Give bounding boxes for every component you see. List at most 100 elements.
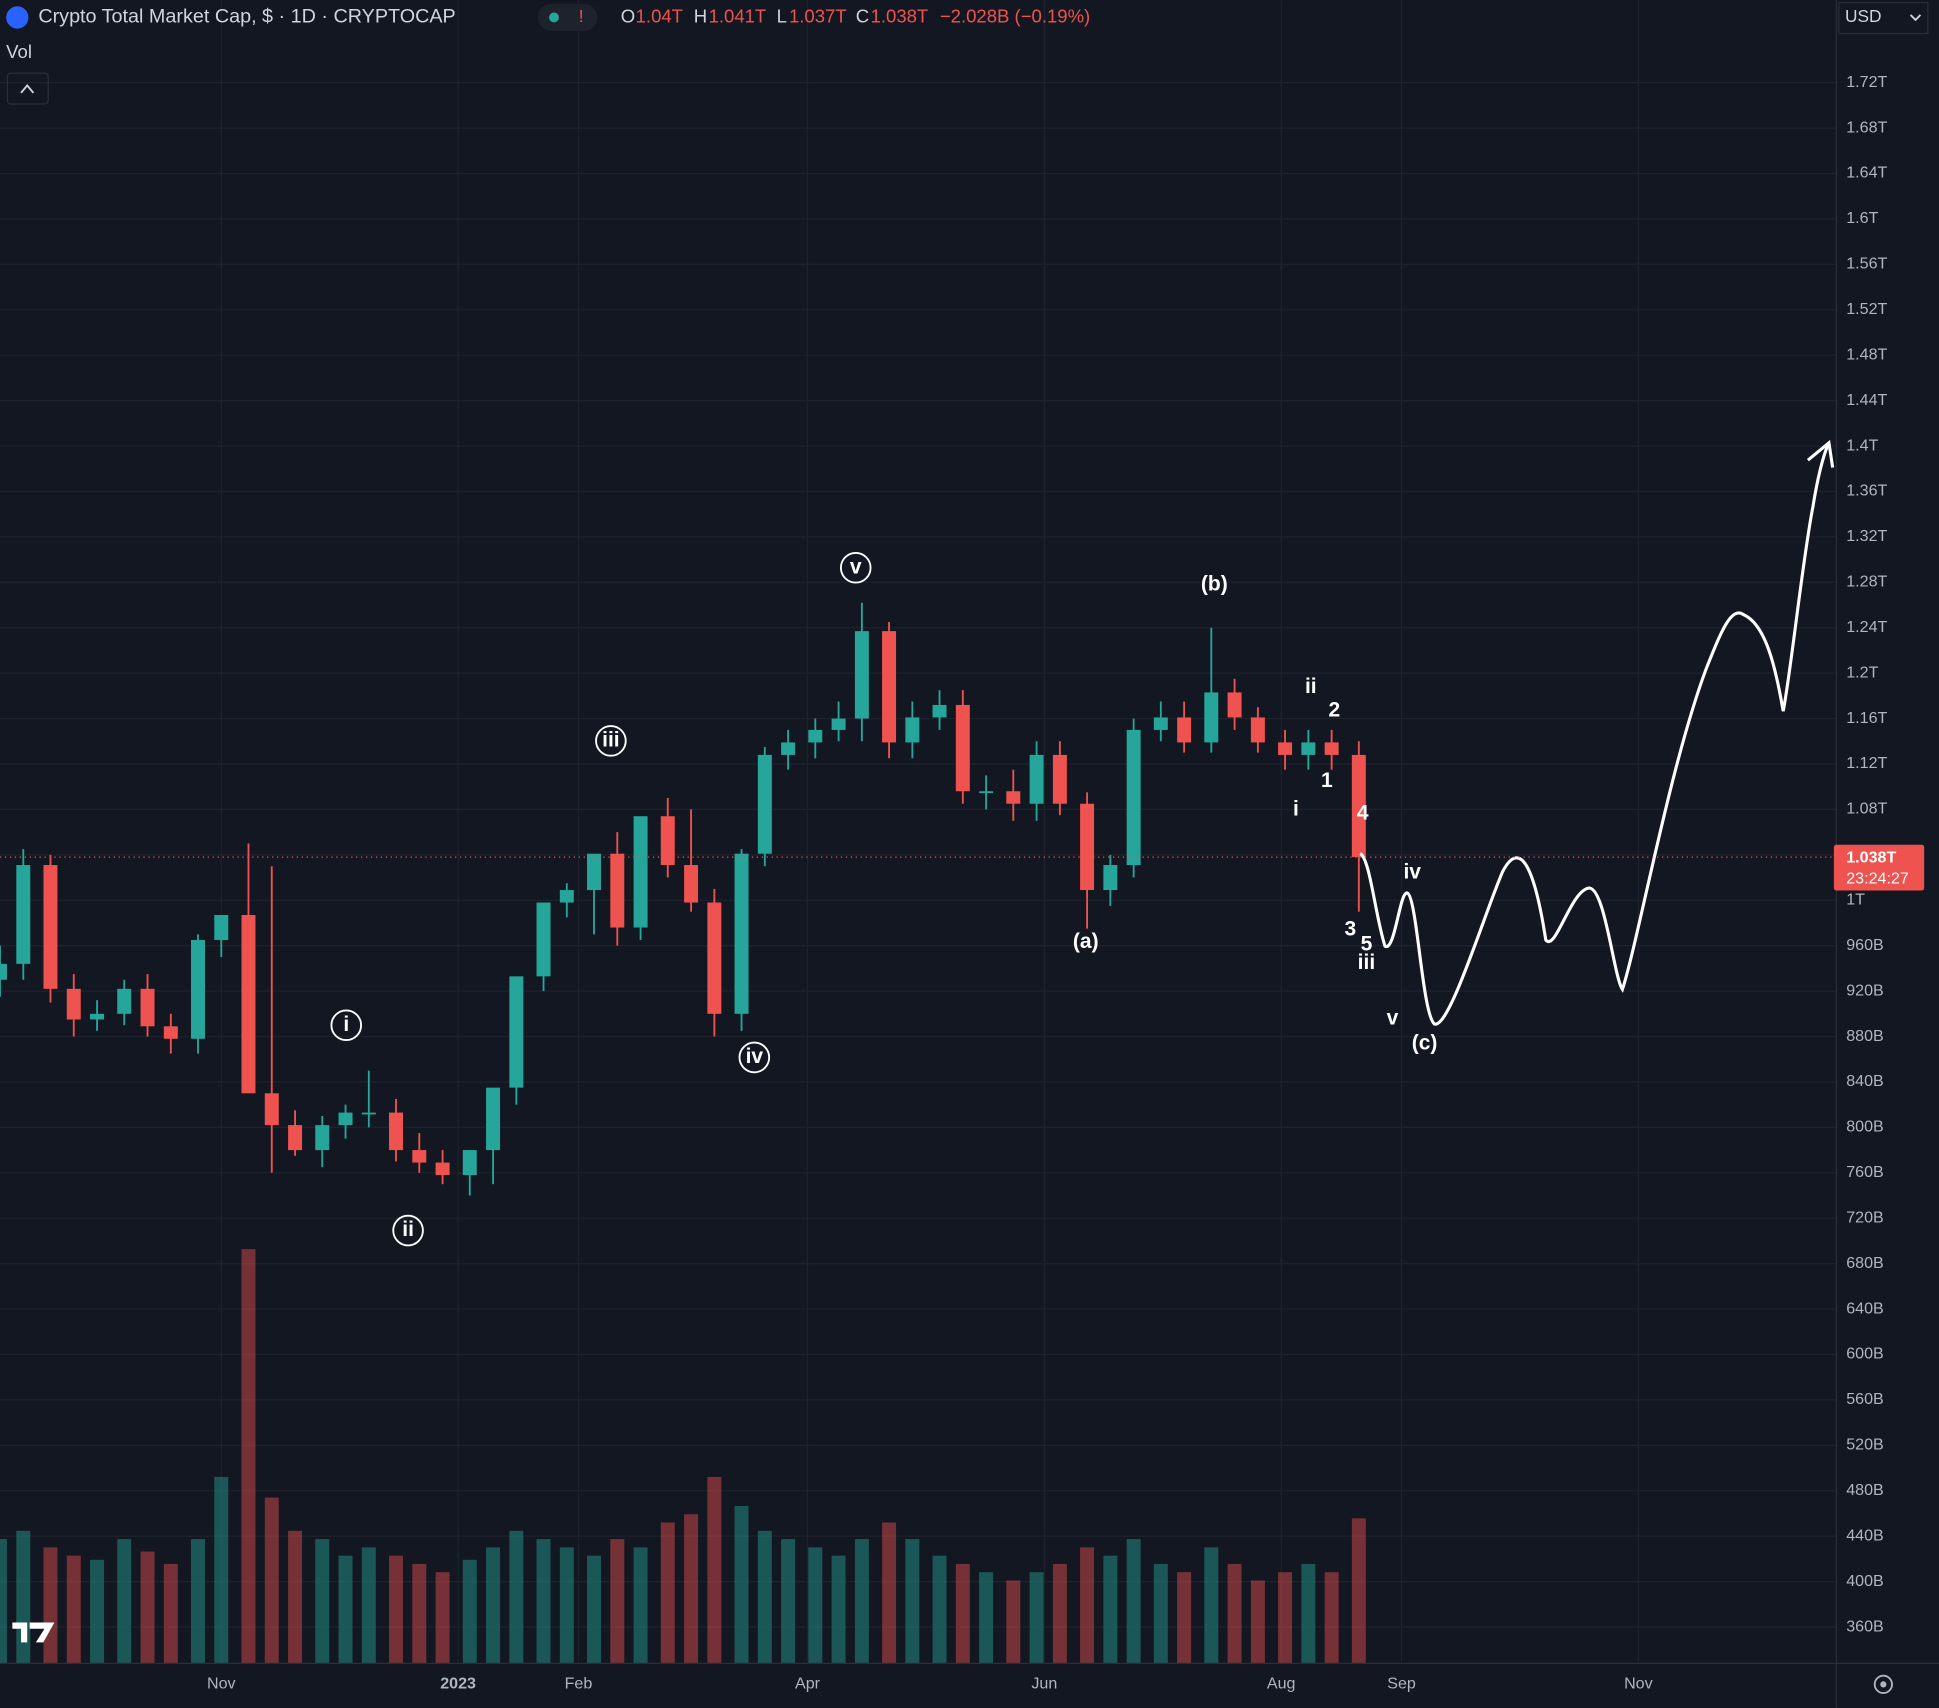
candle-body <box>1080 803 1095 891</box>
close-value: 1.038T <box>871 5 929 26</box>
candle-body <box>734 853 749 1014</box>
volume-bar <box>979 1572 994 1664</box>
candle-body <box>955 704 970 792</box>
wave-label: i <box>1293 798 1299 821</box>
y-tick-label: 1.56T <box>1846 255 1887 273</box>
volume-bar <box>1052 1563 1067 1664</box>
volume-bar <box>191 1539 205 1664</box>
candle-body <box>66 988 81 1020</box>
volume-bar <box>1227 1563 1242 1664</box>
volume-bar <box>559 1547 574 1664</box>
grid <box>0 0 1837 1664</box>
volume-bar <box>241 1249 256 1664</box>
candle-body <box>191 940 205 1039</box>
volume-bar <box>435 1572 450 1664</box>
wave-label: ii <box>1305 675 1317 698</box>
candle-body <box>1301 742 1316 755</box>
y-tick-label: 400B <box>1846 1572 1884 1590</box>
y-tick-label: 920B <box>1846 981 1884 999</box>
low-value: 1.037T <box>789 5 847 26</box>
y-tick-label: 520B <box>1846 1436 1884 1454</box>
wave-label: 4 <box>1357 801 1369 824</box>
y-tick-label: 760B <box>1846 1163 1884 1181</box>
volume-bar <box>264 1497 279 1664</box>
volume-bar <box>610 1539 625 1664</box>
candle-body <box>633 816 648 928</box>
candle-body <box>1029 754 1044 804</box>
volume-bar <box>905 1539 920 1664</box>
volume-bar <box>66 1555 81 1664</box>
volume-bar <box>1324 1572 1339 1664</box>
forecast-arrowhead <box>1806 439 1835 468</box>
wave-label: (b) <box>1201 573 1228 596</box>
volume-bar <box>854 1539 869 1664</box>
logo <box>12 1622 55 1643</box>
y-tick-label: 800B <box>1846 1118 1884 1136</box>
candle-body <box>905 717 920 743</box>
volume-bar <box>1080 1547 1095 1664</box>
wave-circle <box>738 1041 771 1074</box>
candle-body <box>288 1125 303 1151</box>
volume-bar <box>882 1522 897 1664</box>
wave-label: iii <box>1358 951 1376 974</box>
candle-body <box>90 1013 105 1020</box>
wave-label: 1 <box>1321 769 1333 792</box>
collapse-icon <box>20 83 35 94</box>
volume-bar <box>660 1522 675 1664</box>
x-tick-label: Sep <box>1387 1675 1416 1693</box>
volume-bar <box>16 1530 31 1664</box>
y-tick-label: 1.36T <box>1846 482 1887 500</box>
candle-body <box>0 963 7 980</box>
candle-body <box>932 704 947 718</box>
status-pill <box>537 3 598 32</box>
volume-bar <box>1029 1572 1044 1664</box>
y-tick-label: 1.32T <box>1846 527 1887 545</box>
currency-caret <box>1909 14 1922 22</box>
wave-label: ii <box>402 1218 414 1241</box>
volume <box>0 1249 1366 1664</box>
volume-bar <box>1301 1563 1316 1664</box>
volume-bar <box>117 1539 132 1664</box>
volume-bar <box>707 1476 722 1664</box>
candle-body <box>587 853 601 891</box>
candle-body <box>684 865 699 903</box>
candle-body <box>264 1093 279 1126</box>
y-tick-label: 680B <box>1846 1254 1884 1272</box>
volume-bar <box>90 1559 105 1664</box>
wave-circle <box>839 551 872 584</box>
settings-icon[interactable] <box>1873 1674 1893 1694</box>
volume-bar <box>412 1563 427 1664</box>
collapse-button[interactable] <box>6 72 49 105</box>
axes: 360B 400B 440B 480B 520B 560B 600B 640B 680B 720B… <box>0 73 1925 1693</box>
volume-bar <box>808 1547 823 1664</box>
candle-body <box>338 1112 353 1126</box>
candle-body <box>808 729 823 743</box>
candle-body <box>757 754 772 854</box>
candle-body <box>559 890 574 903</box>
volume-bar <box>462 1559 477 1664</box>
wave-circle <box>392 1214 424 1247</box>
y-tick-label: 1.08T <box>1846 800 1887 818</box>
volume-bar <box>1278 1572 1293 1664</box>
wave-label: iii <box>602 728 620 751</box>
status-alert: ! <box>579 6 584 26</box>
volume-bar <box>43 1547 58 1664</box>
candle-body <box>389 1112 403 1151</box>
volume-bar <box>214 1476 229 1664</box>
volume-bar <box>1177 1572 1192 1664</box>
candle-body <box>1227 692 1242 718</box>
x-tick-label: Nov <box>1624 1675 1653 1693</box>
candle-body <box>117 988 132 1014</box>
last-price-label: 1.038T <box>1846 849 1896 867</box>
wave-label: 5 <box>1361 932 1373 955</box>
volume-bar <box>315 1539 330 1664</box>
open-value: 1.04T <box>636 5 683 26</box>
y-tick-label: 1.52T <box>1846 300 1887 318</box>
y-tick-label: 960B <box>1846 936 1884 954</box>
y-tick-label: 640B <box>1846 1299 1884 1317</box>
candle-body <box>781 742 796 755</box>
y-tick-label: 1.2T <box>1846 663 1878 681</box>
candle-body <box>1126 729 1141 866</box>
